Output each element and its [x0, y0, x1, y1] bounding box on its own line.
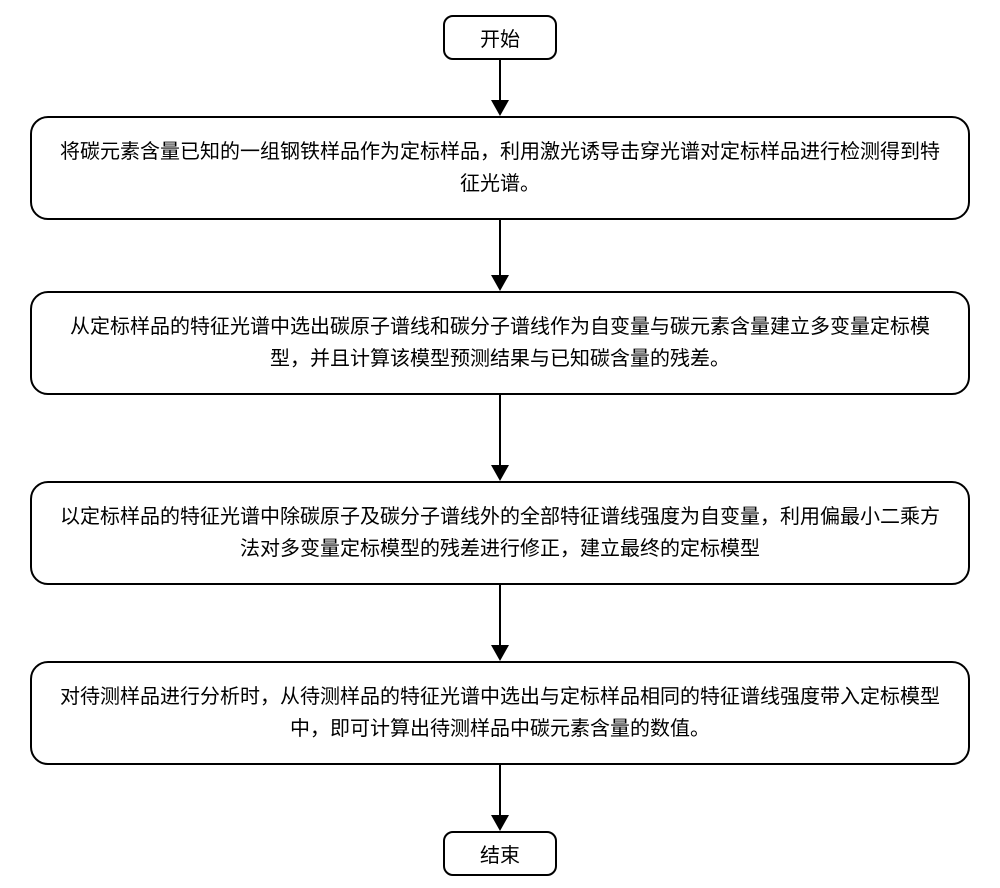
arrow-4 — [491, 585, 509, 661]
arrow-3 — [491, 395, 509, 481]
step3-label: 以定标样品的特征光谱中除碳原子及碳分子谱线外的全部特征谱线强度为自变量，利用偏最… — [60, 506, 940, 560]
arrow-line — [499, 395, 501, 465]
step4-node: 对待测样品进行分析时，从待测样品的特征光谱中选出与定标样品相同的特征谱线强度带入… — [30, 661, 970, 765]
arrow-line — [499, 585, 501, 645]
start-label: 开始 — [480, 29, 520, 51]
step1-node: 将碳元素含量已知的一组钢铁样品作为定标样品，利用激光诱导击穿光谱对定标样品进行检… — [30, 116, 970, 220]
step4-label: 对待测样品进行分析时，从待测样品的特征光谱中选出与定标样品相同的特征谱线强度带入… — [60, 686, 940, 740]
end-node: 结束 — [443, 831, 557, 876]
step1-label: 将碳元素含量已知的一组钢铁样品作为定标样品，利用激光诱导击穿光谱对定标样品进行检… — [60, 141, 940, 195]
arrow-head-icon — [491, 815, 509, 831]
arrow-1 — [491, 60, 509, 116]
arrow-head-icon — [491, 645, 509, 661]
arrow-5 — [491, 765, 509, 831]
arrow-line — [499, 60, 501, 100]
arrow-head-icon — [491, 275, 509, 291]
arrow-line — [499, 765, 501, 815]
arrow-head-icon — [491, 100, 509, 116]
step3-node: 以定标样品的特征光谱中除碳原子及碳分子谱线外的全部特征谱线强度为自变量，利用偏最… — [30, 481, 970, 585]
arrow-2 — [491, 220, 509, 291]
arrow-line — [499, 220, 501, 275]
step2-node: 从定标样品的特征光谱中选出碳原子谱线和碳分子谱线作为自变量与碳元素含量建立多变量… — [30, 291, 970, 395]
start-node: 开始 — [443, 15, 557, 60]
arrow-head-icon — [491, 465, 509, 481]
end-label: 结束 — [480, 845, 520, 867]
step2-label: 从定标样品的特征光谱中选出碳原子谱线和碳分子谱线作为自变量与碳元素含量建立多变量… — [70, 316, 930, 370]
